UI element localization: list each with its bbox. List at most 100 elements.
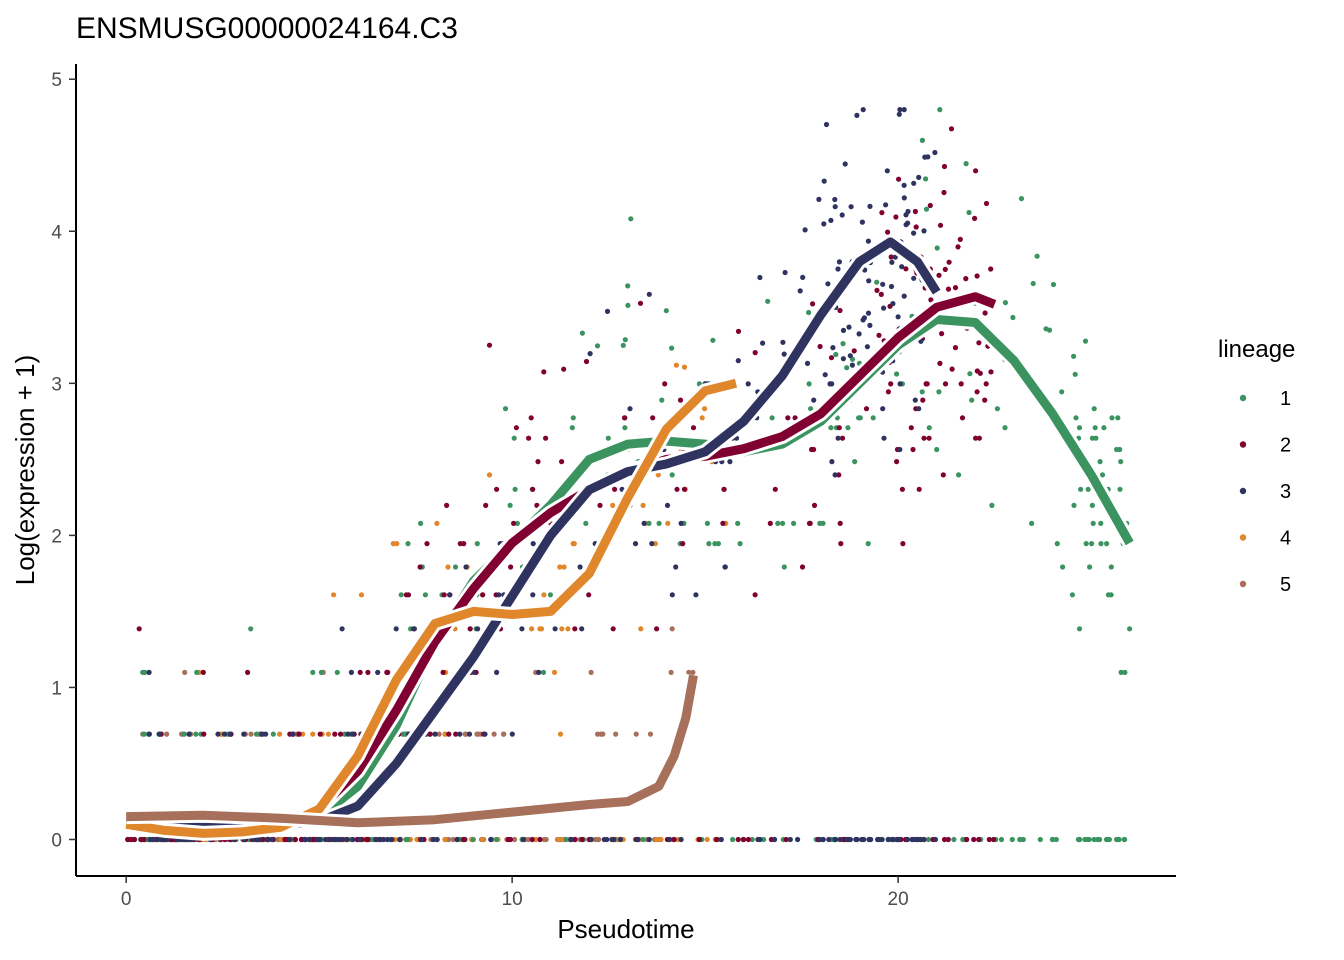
lineage-2-point xyxy=(837,520,843,527)
lineage-2-point xyxy=(974,273,980,279)
lineage-2-point xyxy=(939,331,945,337)
lineage-2-point xyxy=(385,669,391,676)
lineage-2-point xyxy=(920,397,926,403)
lineage-1-point xyxy=(579,330,586,336)
lineage-3-point xyxy=(921,836,927,843)
lineage-2-smooth-line xyxy=(126,292,997,826)
lineage-1-point xyxy=(715,541,722,547)
lineage-5-point xyxy=(164,731,170,737)
lineage-1-smooth-halo xyxy=(126,312,1137,829)
lineage-4-point xyxy=(480,836,486,843)
lineage-2-point xyxy=(141,836,147,843)
lineage-3-point xyxy=(847,353,853,359)
lineage-3-point xyxy=(854,112,860,118)
lineage-1-point xyxy=(193,731,199,737)
lineage-1-point xyxy=(806,381,812,387)
lineage-3-point xyxy=(840,356,847,362)
lineage-2-point xyxy=(921,435,927,441)
lineage-2-point xyxy=(741,836,747,843)
lineage-3-point xyxy=(509,731,515,737)
lineage-3-point xyxy=(846,324,852,330)
lineage-1-point xyxy=(769,415,775,421)
lineage-2-point xyxy=(952,345,959,351)
lineage-1-point xyxy=(622,337,628,343)
lineage-1-point xyxy=(628,216,634,222)
lineage-3-point xyxy=(885,836,892,843)
lineage-3-point xyxy=(447,592,453,598)
lineage-1-point xyxy=(926,425,932,431)
lineage-4-point xyxy=(652,541,659,547)
lineage-2-point xyxy=(467,626,473,632)
lineage-2-point xyxy=(811,502,818,508)
lineage-3-point xyxy=(397,836,403,843)
lineage-2-point xyxy=(924,381,930,387)
lineage-3-point xyxy=(155,836,161,843)
lineage-1-point xyxy=(1073,415,1079,421)
lineage-2-point xyxy=(963,276,969,282)
lineage-1-point xyxy=(1050,281,1057,288)
lineage-5-point xyxy=(600,731,606,737)
lineage-3-point xyxy=(146,731,152,737)
lineage-1-point xyxy=(1118,459,1124,465)
lineage-1-point xyxy=(994,406,1001,412)
lineage-1-point xyxy=(1087,564,1093,570)
legend-label-3: 3 xyxy=(1280,481,1291,503)
lineage-2-point xyxy=(245,669,251,676)
lineage-1-point xyxy=(1049,836,1055,843)
lineage-1-point xyxy=(1030,280,1036,287)
lineage-2-point xyxy=(417,564,423,570)
lineage-1-point xyxy=(1034,253,1040,259)
lineage-3-point xyxy=(909,836,915,843)
lineage-1-point xyxy=(1018,196,1025,202)
lineage-5-point xyxy=(450,836,456,843)
lineage-3-point xyxy=(826,836,832,843)
lineage-2-point xyxy=(807,520,813,527)
lineage-3-point xyxy=(357,836,363,843)
lineage-3-point xyxy=(314,836,320,843)
lineage-1-point xyxy=(934,446,940,453)
lineage-2-point xyxy=(874,287,880,293)
legend-label-1: 1 xyxy=(1280,388,1291,410)
x-tick-label: 0 xyxy=(121,889,132,910)
lineage-1-point xyxy=(640,836,646,843)
lineage-3-point xyxy=(646,836,652,843)
lineage-1-point xyxy=(452,564,459,570)
lineage-1-point xyxy=(730,836,736,843)
lineage-1-point xyxy=(1121,836,1127,843)
lineage-1-smooth-line xyxy=(126,315,1134,826)
lineage-4-smooth-line xyxy=(125,378,738,838)
lineage-1-point xyxy=(507,502,513,508)
lineage-2-point xyxy=(785,415,791,421)
legend-key-5 xyxy=(1239,580,1247,588)
lineage-2-point xyxy=(132,836,138,843)
lineage-3-point xyxy=(797,288,803,294)
lineage-2-point xyxy=(713,836,720,843)
lineage-3-point xyxy=(795,836,801,843)
lineage-4-point xyxy=(571,541,577,547)
lineage-2-point xyxy=(444,502,450,508)
lineage-3-point xyxy=(839,212,845,218)
lineage-1-point xyxy=(502,406,509,412)
lineage-1-point xyxy=(1002,300,1009,306)
lineage-2-point xyxy=(913,224,919,230)
lineage-3-point xyxy=(845,836,852,843)
lineage-3-point xyxy=(883,202,889,208)
lineage-1-point xyxy=(934,245,940,251)
lineage-3-point xyxy=(604,836,610,843)
lineage-1-point xyxy=(833,351,839,358)
lineage-2-point xyxy=(888,254,894,260)
lineage-1-point xyxy=(540,669,547,676)
lineage-2-point xyxy=(836,425,842,431)
lineage-1-point xyxy=(418,520,424,527)
lineage-4-point xyxy=(654,836,660,843)
lineage-5-point xyxy=(593,836,599,843)
lineage-2-point xyxy=(579,836,585,843)
lineage-2-point xyxy=(957,236,963,242)
lineage-3-point xyxy=(393,626,399,632)
lineage-1-point xyxy=(1098,541,1104,547)
lineage-2-point xyxy=(936,272,942,278)
lineage-3-point xyxy=(832,204,838,210)
lineage-1-point xyxy=(663,308,669,314)
lineage-1-point xyxy=(1091,836,1097,843)
lineage-3-point xyxy=(604,308,611,314)
